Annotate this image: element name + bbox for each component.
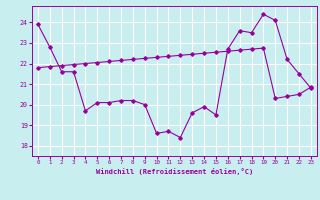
X-axis label: Windchill (Refroidissement éolien,°C): Windchill (Refroidissement éolien,°C) — [96, 168, 253, 175]
